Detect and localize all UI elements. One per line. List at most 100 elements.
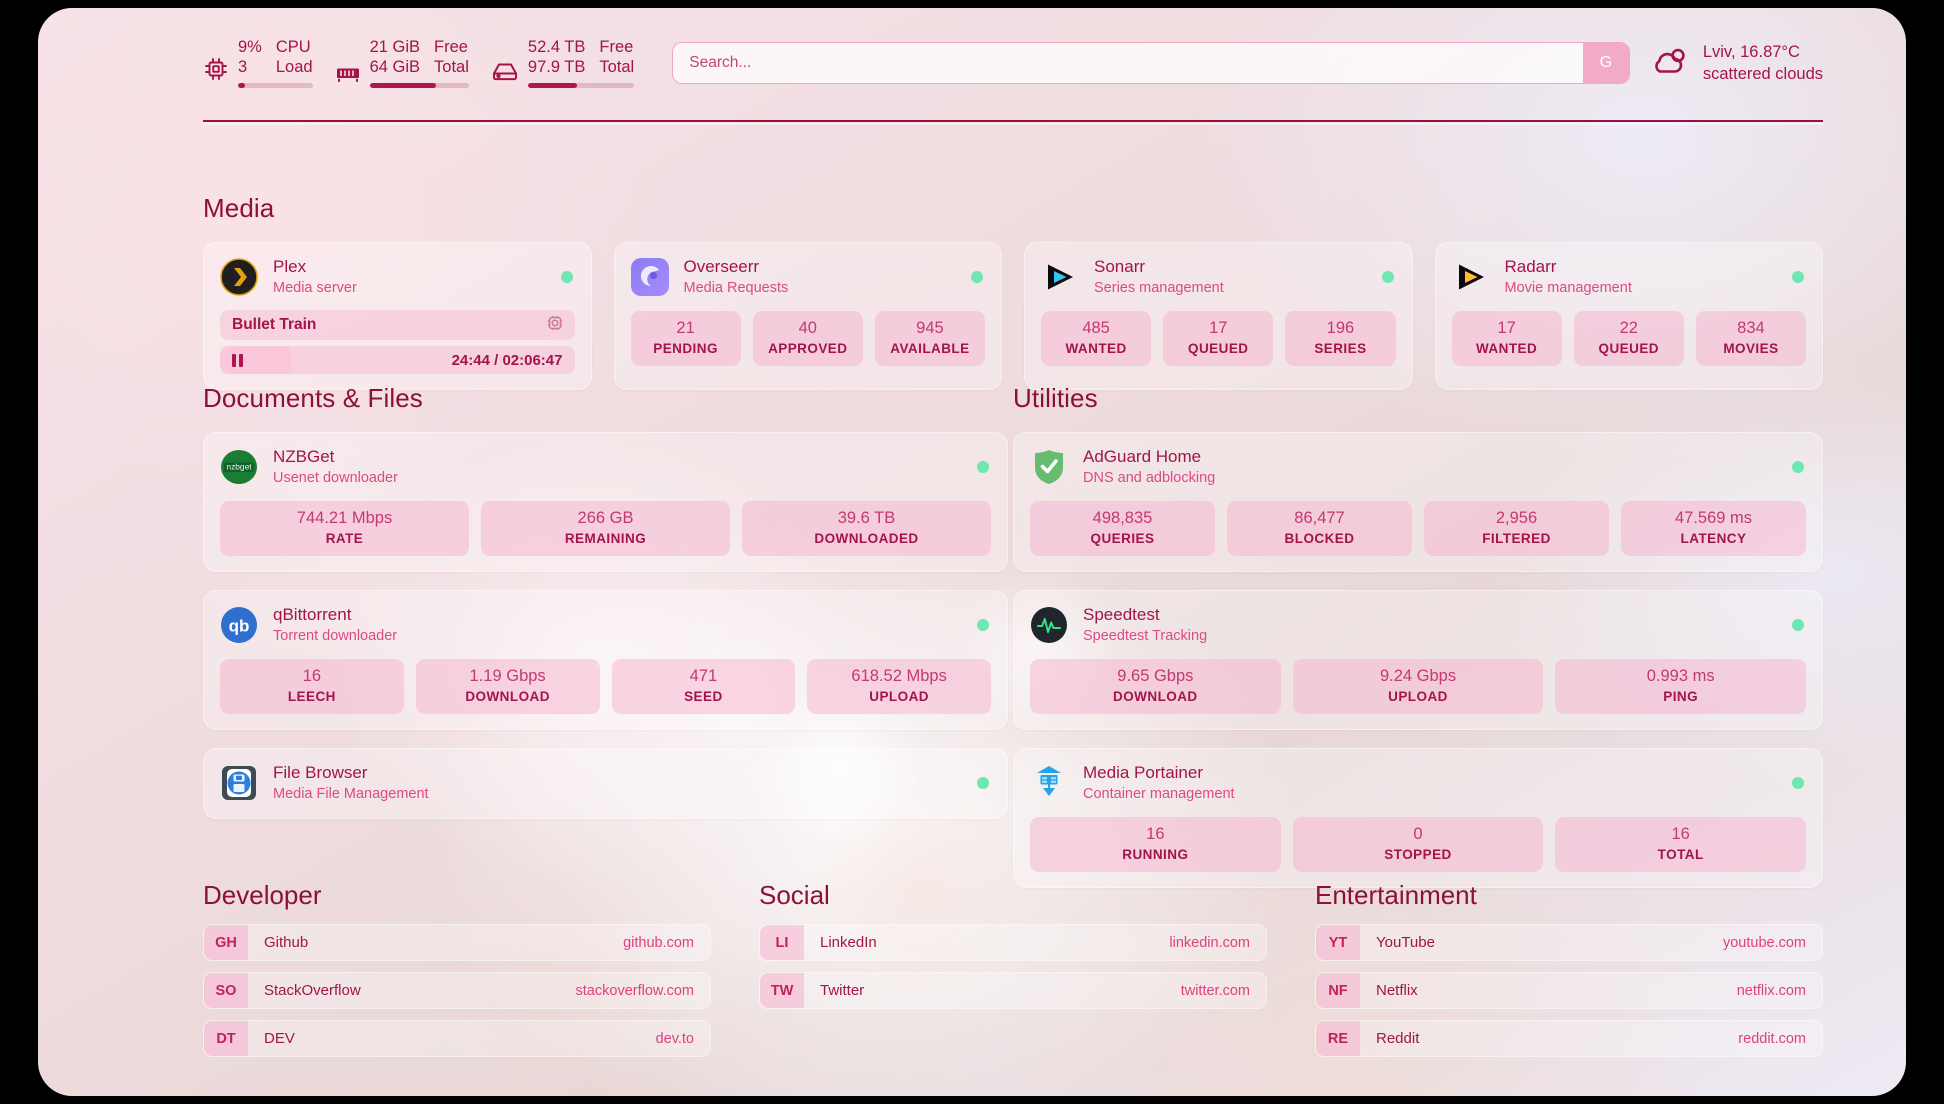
bookmark-badge: YT xyxy=(1316,925,1360,960)
stat-progress-bar xyxy=(527,83,635,88)
service-subtitle: Container management xyxy=(1083,786,1235,802)
service-card[interactable]: File Browser Media File Management xyxy=(203,748,1008,819)
stat-progress-bar xyxy=(369,83,469,88)
stat-tile-value: 744.21 Mbps xyxy=(296,509,393,527)
status-indicator xyxy=(1792,271,1804,283)
stat-tile: 834 MOVIES xyxy=(1695,311,1807,366)
now-playing-progress-row[interactable]: 24:44 / 02:06:47 xyxy=(220,346,575,374)
service-card[interactable]: qb qBittorrent Torrent downloader 16 LEECH 1.… xyxy=(203,590,1008,730)
stat-tile: 17 WANTED xyxy=(1451,311,1562,366)
disk-icon xyxy=(491,60,519,88)
service-card[interactable]: Sonarr Series management 485 WANTED 17 QUEUED… xyxy=(1024,242,1413,390)
filebrowser-logo xyxy=(220,764,258,802)
bookmark-item[interactable]: NF Netflix netflix.com xyxy=(1315,972,1823,1009)
stat-tile-label: QUERIES xyxy=(1090,531,1155,546)
stat-label: Load xyxy=(275,58,313,76)
stat-tile-value: 618.52 Mbps xyxy=(851,667,947,685)
service-subtitle: Media Requests xyxy=(683,280,789,296)
stat-tile-label: WANTED xyxy=(1065,341,1127,356)
bookmark-item[interactable]: TW Twitter twitter.com xyxy=(759,972,1267,1009)
stat-tile: 485 WANTED xyxy=(1041,311,1152,366)
stat-tile: 9.65 Gbps DOWNLOAD xyxy=(1030,659,1281,714)
stat-value: 9% xyxy=(238,38,262,56)
stat-tile-value: 39.6 TB xyxy=(837,509,896,527)
stat-tile-value: 16 xyxy=(302,667,322,685)
now-playing-progress-fill xyxy=(220,346,291,374)
service-card[interactable]: Plex Media server Bullet Train 24:44 / 02:… xyxy=(203,242,592,390)
stat-tile-value: 16 xyxy=(1146,825,1165,843)
stat-tile: 1.19 Gbps DOWNLOAD xyxy=(415,659,600,714)
stat-tile: 40 APPROVED xyxy=(752,311,863,366)
stat-tile: 2,956 FILTERED xyxy=(1424,501,1609,556)
bookmark-badge: LI xyxy=(760,925,804,960)
svg-text:qb: qb xyxy=(229,617,250,636)
pause-icon[interactable] xyxy=(232,353,243,367)
stat-tile-label: AVAILABLE xyxy=(890,341,970,356)
search-engine-button[interactable]: G xyxy=(1582,43,1629,83)
service-card[interactable]: nzbget NZBGet Usenet downloader 744.21 Mbps… xyxy=(203,432,1008,572)
stat-tile: 16 RUNNING xyxy=(1030,817,1281,872)
bookmark-item[interactable]: DT DEV dev.to xyxy=(203,1020,711,1057)
stat-tile-value: 834 xyxy=(1737,319,1765,337)
stat-tile-label: UPLOAD xyxy=(869,689,929,704)
stat-tile-value: 86,477 xyxy=(1294,509,1345,527)
stat-tile-value: 0 xyxy=(1413,825,1423,843)
service-stats-row: 21 PENDING 40 APPROVED 945 AVAILABLE xyxy=(630,311,986,366)
service-name: Sonarr xyxy=(1094,257,1146,276)
bookmark-item[interactable]: RE Reddit reddit.com xyxy=(1315,1020,1823,1057)
stat-tile-value: 9.24 Gbps xyxy=(1379,667,1457,685)
header-bar: 9% 3 CPU Load 21 GiB 64 GiB Free Total 52.4 TB… xyxy=(203,34,1823,92)
stat-value: 52.4 TB xyxy=(527,38,586,56)
search-input[interactable] xyxy=(673,43,1583,83)
service-card-header: qb qBittorrent Torrent downloader xyxy=(220,605,991,645)
bookmark-item[interactable]: YT YouTube youtube.com xyxy=(1315,924,1823,961)
bookmark-badge: TW xyxy=(760,973,804,1008)
now-playing-time: 24:44 / 02:06:47 xyxy=(451,351,563,369)
radarr-logo xyxy=(1452,258,1490,296)
bookmark-url: linkedin.com xyxy=(1169,934,1250,951)
service-card[interactable]: Speedtest Speedtest Tracking 9.65 Gbps DOWN… xyxy=(1013,590,1823,730)
qbittorrent-logo: qb xyxy=(220,606,258,644)
dashboard-page: 9% 3 CPU Load 21 GiB 64 GiB Free Total 52.4 TB… xyxy=(38,8,1906,1096)
stat-progress-bar xyxy=(238,83,313,88)
stat-tile-value: 471 xyxy=(689,667,718,685)
stat-tile-value: 21 xyxy=(676,319,695,337)
service-card[interactable]: AdGuard Home DNS and adblocking 498,835 QUE… xyxy=(1013,432,1823,572)
cloud-icon xyxy=(1652,46,1690,81)
stat-tile-value: 47.569 ms xyxy=(1674,509,1753,527)
bookmark-item[interactable]: SO StackOverflow stackoverflow.com xyxy=(203,972,711,1009)
media-section: Media Plex Media server Bullet Train 24:44… xyxy=(203,193,1823,390)
stat-tile-label: QUEUED xyxy=(1598,341,1659,356)
service-name: NZBGet xyxy=(273,447,335,466)
service-stats-row: 498,835 QUERIES 86,477 BLOCKED 2,956 FILTERED… xyxy=(1030,501,1806,556)
service-stats-row: 16 RUNNING 0 STOPPED 16 TOTAL xyxy=(1030,817,1807,872)
stat-tile-label: LEECH xyxy=(287,689,336,704)
bookmark-name: LinkedIn xyxy=(820,934,877,951)
stat-value: 64 GiB xyxy=(369,58,421,76)
utilities-section-title: Utilities xyxy=(1013,383,1098,413)
bookmark-item[interactable]: LI LinkedIn linkedin.com xyxy=(759,924,1267,961)
bookmark-item[interactable]: GH Github github.com xyxy=(203,924,711,961)
stat-tile: 47.569 ms LATENCY xyxy=(1621,501,1806,556)
service-card-header: Media Portainer Container management xyxy=(1030,763,1806,803)
service-subtitle: Media File Management xyxy=(273,786,429,802)
bookmark-name: YouTube xyxy=(1376,934,1435,951)
service-card[interactable]: Media Portainer Container management 16 RUN… xyxy=(1013,748,1823,888)
stat-tile-value: 945 xyxy=(916,319,944,337)
header-divider xyxy=(203,120,1823,122)
stat-value: 21 GiB xyxy=(369,38,421,56)
search-bar[interactable]: G xyxy=(672,42,1630,84)
plex-logo xyxy=(220,258,258,296)
service-card[interactable]: Overseerr Media Requests 21 PENDING 40 APPROV… xyxy=(613,242,1002,390)
bookmark-group: Developer GH Github github.com SO StackOverfl… xyxy=(203,880,711,1068)
service-name: Overseerr xyxy=(683,257,760,276)
stat-tile-value: 2,956 xyxy=(1495,509,1538,527)
utilities-section: Utilities AdGuard Home DNS and adblocking… xyxy=(1013,383,1823,888)
adguard-logo xyxy=(1030,448,1068,486)
stat-tile-label: FILTERED xyxy=(1482,531,1551,546)
service-card[interactable]: Radarr Movie management 17 WANTED 22 QUEUED 83… xyxy=(1434,242,1823,390)
device-icon xyxy=(547,315,563,336)
service-stats-row: 16 LEECH 1.19 Gbps DOWNLOAD 471 SEED 618.52 Mb… xyxy=(220,659,991,714)
service-subtitle: DNS and adblocking xyxy=(1083,470,1216,486)
bookmark-group: Entertainment YT YouTube youtube.com NF Netfl… xyxy=(1315,880,1823,1068)
